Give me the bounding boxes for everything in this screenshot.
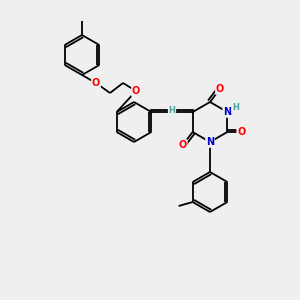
Text: H: H <box>169 106 176 115</box>
Text: O: O <box>216 84 224 94</box>
Text: O: O <box>92 78 100 88</box>
Text: O: O <box>237 127 245 137</box>
Text: O: O <box>132 86 140 96</box>
Text: N: N <box>206 137 214 147</box>
Text: H: H <box>232 103 239 112</box>
Text: N: N <box>223 107 231 117</box>
Text: O: O <box>178 140 187 150</box>
